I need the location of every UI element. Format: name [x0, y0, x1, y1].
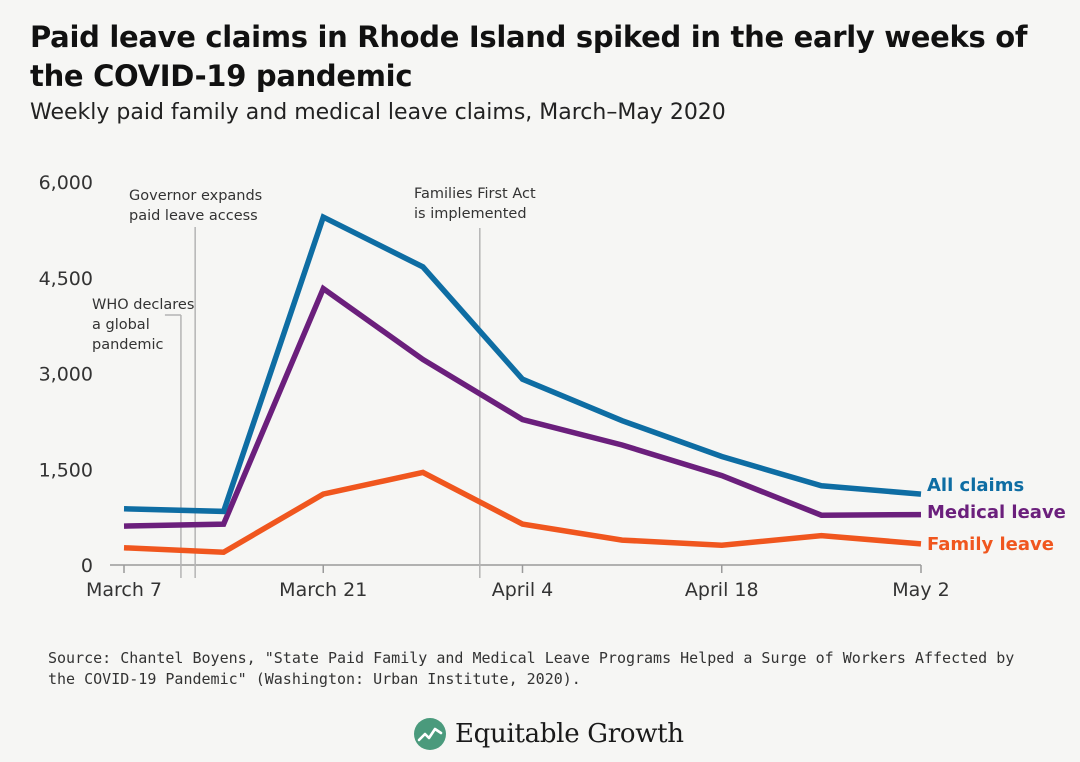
annotation-label: pandemic [92, 337, 164, 353]
y-tick-label: 0 [81, 555, 93, 577]
series-line-all [123, 213, 922, 515]
brand-logo: Equitable Growth [413, 714, 684, 754]
x-tick-label: April 4 [492, 579, 554, 601]
annotation-label: Governor expands [129, 188, 262, 204]
annotation-label: a global [92, 317, 150, 333]
brand-name: Equitable Growth [455, 719, 684, 749]
series-label-all: All claims [927, 475, 1024, 496]
source-note: Source: Chantel Boyens, "State Paid Fami… [48, 649, 1015, 688]
y-tick-label: 1,500 [39, 459, 93, 481]
series-label-family: Family leave [927, 534, 1054, 555]
x-tick-label: May 2 [892, 579, 949, 601]
annotation-label: Families First Act [414, 186, 536, 202]
equitable-growth-logo-icon [414, 718, 446, 750]
annotation-label: is implemented [414, 206, 527, 222]
y-tick-label: 6,000 [39, 172, 93, 194]
x-tick-label: March 21 [279, 579, 367, 601]
x-tick-label: April 18 [685, 579, 759, 601]
annotation-label: paid leave access [129, 208, 258, 224]
series-label-medical: Medical leave [927, 502, 1066, 523]
y-tick-label: 4,500 [39, 268, 93, 290]
y-tick-label: 3,000 [39, 364, 93, 386]
series-line-medical [123, 284, 922, 529]
annotation-label: WHO declares [92, 297, 194, 313]
chart-subtitle: Weekly paid family and medical leave cla… [30, 100, 726, 125]
chart-title: Paid leave claims in Rhode Island spiked… [30, 20, 1028, 93]
series-line-family [123, 469, 922, 555]
x-tick-label: March 7 [86, 579, 162, 601]
